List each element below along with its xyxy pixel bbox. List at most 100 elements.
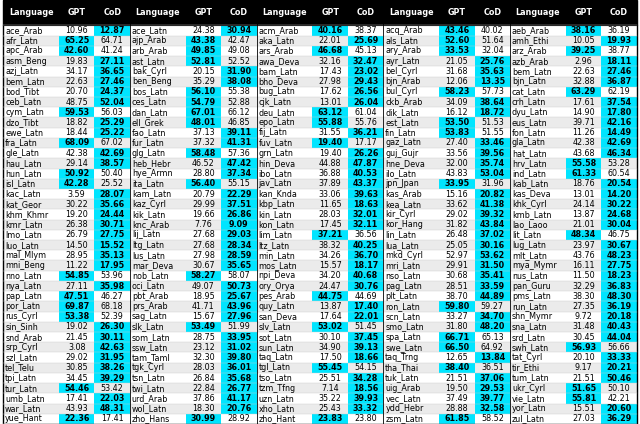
- Text: 31.02: 31.02: [227, 343, 252, 352]
- Text: 28.59: 28.59: [226, 251, 252, 260]
- Bar: [348, 97, 383, 107]
- Text: 35.74: 35.74: [480, 159, 505, 168]
- Bar: [602, 117, 637, 128]
- Text: 18.11: 18.11: [607, 57, 632, 66]
- Text: run_Latn: run_Latn: [512, 302, 547, 311]
- Text: 61.85: 61.85: [444, 414, 470, 424]
- Text: san_Deva: san_Deva: [259, 312, 298, 321]
- Text: 32.58: 32.58: [479, 404, 505, 413]
- Text: 52.52: 52.52: [227, 57, 250, 66]
- Bar: [221, 199, 257, 209]
- Text: 30.22: 30.22: [606, 200, 632, 209]
- Text: 18.44: 18.44: [65, 128, 88, 137]
- Bar: [59, 46, 95, 56]
- Text: gaz_Latn: gaz_Latn: [385, 139, 421, 148]
- Text: 32.30: 32.30: [192, 353, 215, 362]
- Bar: [221, 230, 257, 240]
- Text: 33.56: 33.56: [445, 149, 468, 158]
- Text: 38.30: 38.30: [572, 292, 595, 301]
- Text: 32.11: 32.11: [353, 220, 378, 229]
- Text: 17.61: 17.61: [572, 98, 595, 106]
- Text: 34.20: 34.20: [319, 271, 342, 280]
- Text: bam_Latn: bam_Latn: [259, 67, 298, 76]
- Bar: [221, 301, 257, 312]
- Bar: [95, 148, 130, 158]
- Text: CoD: CoD: [356, 8, 374, 17]
- Bar: [3, 414, 637, 424]
- Text: fon_Latn: fon_Latn: [512, 128, 547, 137]
- Text: 30.99: 30.99: [191, 414, 216, 424]
- Bar: [95, 404, 130, 414]
- Text: 41.38: 41.38: [480, 200, 505, 209]
- Text: 36.19: 36.19: [607, 302, 632, 311]
- Text: 37.89: 37.89: [319, 179, 342, 188]
- Text: 35.65: 35.65: [227, 261, 252, 270]
- Bar: [186, 36, 221, 46]
- Text: 22.01: 22.01: [353, 312, 378, 321]
- Text: 24.38: 24.38: [192, 26, 215, 35]
- Text: 20.15: 20.15: [192, 67, 215, 76]
- Text: 26.56: 26.56: [353, 87, 378, 96]
- Text: kam_Latn: kam_Latn: [132, 190, 171, 198]
- Bar: [95, 189, 130, 199]
- Text: lug_Latn: lug_Latn: [512, 241, 546, 250]
- Text: epo_Latn: epo_Latn: [259, 118, 295, 127]
- Bar: [3, 148, 637, 158]
- Text: 19.40: 19.40: [319, 149, 342, 158]
- Text: 37.21: 37.21: [317, 230, 343, 240]
- Text: 38.32: 38.32: [319, 241, 342, 250]
- Text: 17.17: 17.17: [355, 139, 377, 148]
- Text: 53.28: 53.28: [608, 159, 630, 168]
- Text: 26.38: 26.38: [65, 220, 88, 229]
- Text: 19.50: 19.50: [445, 384, 468, 393]
- Bar: [95, 322, 130, 332]
- Text: 56.66: 56.66: [608, 343, 630, 352]
- Text: 15.57: 15.57: [319, 261, 342, 270]
- Text: CoD: CoD: [103, 8, 121, 17]
- Bar: [3, 107, 637, 117]
- Bar: [475, 209, 510, 220]
- Text: 38.40: 38.40: [444, 363, 470, 372]
- Bar: [3, 56, 637, 66]
- Bar: [566, 393, 602, 404]
- Bar: [566, 342, 602, 352]
- Text: 67.02: 67.02: [101, 139, 124, 148]
- Text: 20.76: 20.76: [227, 404, 252, 413]
- Text: 29.03: 29.03: [227, 230, 252, 240]
- Bar: [312, 291, 348, 301]
- Bar: [566, 383, 602, 393]
- Text: 38.70: 38.70: [445, 292, 468, 301]
- Text: 53.96: 53.96: [101, 271, 124, 280]
- Text: 52.81: 52.81: [191, 57, 216, 66]
- Bar: [221, 260, 257, 271]
- Text: zsm_Latn: zsm_Latn: [385, 414, 423, 424]
- Text: knc_Arab: knc_Arab: [132, 220, 169, 229]
- Text: 46.27: 46.27: [101, 292, 124, 301]
- Bar: [348, 271, 383, 281]
- Text: tzm_Tfng: tzm_Tfng: [259, 384, 296, 393]
- Text: taq_Latn: taq_Latn: [259, 353, 293, 362]
- Text: pan_Guru: pan_Guru: [512, 282, 551, 290]
- Text: 17.64: 17.64: [319, 312, 342, 321]
- Text: oci_Latn: oci_Latn: [132, 282, 165, 290]
- Bar: [602, 240, 637, 250]
- Text: 18.30: 18.30: [192, 404, 214, 413]
- Text: pap_Latn: pap_Latn: [5, 292, 42, 301]
- Text: uzn_Latn: uzn_Latn: [259, 394, 294, 403]
- Text: kan_Knda: kan_Knda: [259, 190, 298, 198]
- Text: 58.23: 58.23: [444, 87, 470, 96]
- Text: sin_Sinh: sin_Sinh: [5, 322, 38, 332]
- Text: 27.40: 27.40: [445, 139, 468, 148]
- Bar: [348, 301, 383, 312]
- Text: 32.01: 32.01: [353, 210, 378, 219]
- Text: twi_Latn: twi_Latn: [132, 384, 165, 393]
- Text: 56.03: 56.03: [101, 108, 124, 117]
- Text: 27.75: 27.75: [607, 261, 632, 270]
- Bar: [59, 291, 95, 301]
- Text: bos_Latn: bos_Latn: [132, 87, 168, 96]
- Bar: [3, 383, 637, 393]
- Text: 17.95: 17.95: [100, 261, 125, 270]
- Bar: [602, 128, 637, 138]
- Bar: [59, 301, 95, 312]
- Text: 43.84: 43.84: [480, 220, 505, 229]
